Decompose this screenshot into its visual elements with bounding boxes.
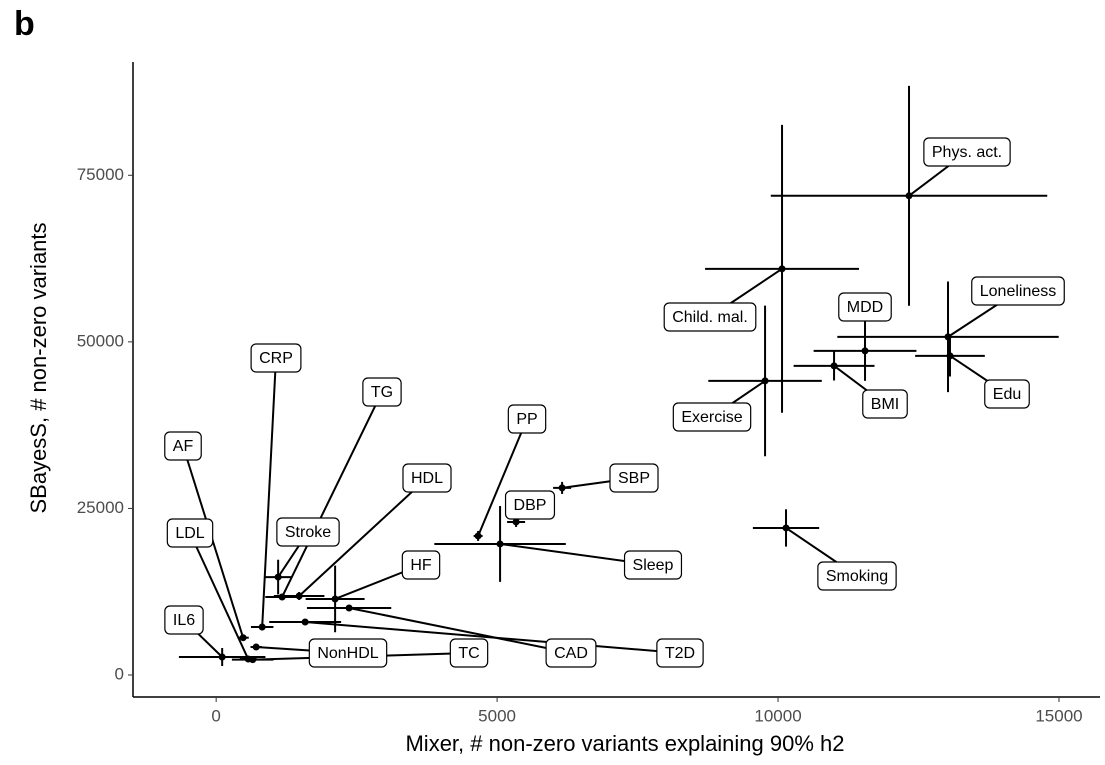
label-box <box>449 638 489 668</box>
point <box>301 618 309 626</box>
point <box>778 265 786 273</box>
x-tick-label: 0 <box>211 706 220 725</box>
label-box <box>362 377 402 407</box>
label-box <box>276 517 340 547</box>
point <box>512 518 520 526</box>
point-label: T2D <box>665 645 695 662</box>
y-tick-label: 75000 <box>77 165 124 184</box>
point-label: LDL <box>175 525 204 542</box>
point-label: Sleep <box>633 557 674 574</box>
point-label: CRP <box>259 350 293 367</box>
label-box <box>923 137 1011 167</box>
point <box>258 623 266 631</box>
label-box <box>504 490 556 520</box>
label-box <box>862 389 908 419</box>
point <box>830 362 838 370</box>
label-box <box>663 302 757 332</box>
x-tick-label: 10000 <box>754 706 801 725</box>
label-box <box>507 404 547 434</box>
label-box <box>984 379 1030 409</box>
leader-line <box>298 477 428 597</box>
label-box <box>164 605 204 635</box>
x-tick-label: 15000 <box>1035 706 1082 725</box>
leader-line <box>348 607 572 654</box>
label-box <box>545 638 597 668</box>
label-box <box>623 550 683 580</box>
points <box>218 192 954 664</box>
label-box <box>656 638 704 668</box>
point <box>558 484 566 492</box>
labels: Phys. act. Child. mal. Exercise MDD BMI Lonel… <box>164 137 1065 668</box>
label-box <box>402 463 452 493</box>
label-box <box>164 431 202 461</box>
leader-line <box>281 391 383 598</box>
point <box>295 592 303 600</box>
point-label: NonHDL <box>317 645 378 662</box>
point <box>496 540 504 548</box>
y-axis-title: SBayesS, # non-zero variants <box>26 222 51 513</box>
point <box>252 643 260 651</box>
point <box>274 573 282 581</box>
point <box>782 524 790 532</box>
point-label: Edu <box>993 386 1021 403</box>
point-label: HDL <box>411 470 443 487</box>
point-label: HF <box>410 557 432 574</box>
leaders <box>182 151 1019 661</box>
point-label: DBP <box>514 497 547 514</box>
x-tick-label: 5000 <box>478 706 516 725</box>
point <box>345 604 353 612</box>
point-label: Child. mal. <box>672 309 748 326</box>
point <box>249 656 257 664</box>
point <box>761 377 769 385</box>
point-label: IL6 <box>173 612 195 629</box>
point-label: TG <box>371 384 393 401</box>
x-axis-title: Mixer, # non-zero variants explaining 90… <box>405 731 844 756</box>
point <box>944 333 952 341</box>
point-label: Loneliness <box>980 283 1057 300</box>
point-label: AF <box>173 438 194 455</box>
point <box>946 352 954 360</box>
point-label: MDD <box>847 299 883 316</box>
label-box <box>838 292 892 322</box>
leader-line <box>189 532 250 660</box>
point <box>239 634 247 642</box>
point <box>218 653 226 661</box>
label-box <box>250 343 302 373</box>
point-label: TC <box>458 645 479 662</box>
y-tick-label: 50000 <box>77 331 124 350</box>
label-box <box>308 638 388 668</box>
panel-label: b <box>14 5 35 43</box>
point-label: PP <box>516 411 537 428</box>
point <box>905 192 913 200</box>
point-label: CAD <box>554 645 588 662</box>
point <box>331 595 339 603</box>
y-tick-label: 25000 <box>77 498 124 517</box>
point-label: BMI <box>871 396 899 413</box>
leader-line <box>477 418 528 537</box>
point-label: Phys. act. <box>932 144 1002 161</box>
label-box <box>672 402 752 432</box>
point <box>474 532 482 540</box>
point-label: SBP <box>618 470 650 487</box>
leader-line <box>261 357 277 628</box>
point-label: Exercise <box>681 409 742 426</box>
label-box <box>166 518 214 548</box>
label-box <box>971 276 1065 306</box>
label-box <box>609 463 659 493</box>
y-tick-label: 0 <box>115 664 124 683</box>
error-bars <box>178 85 1059 667</box>
leader-line <box>305 620 681 654</box>
point-label: Stroke <box>285 524 331 541</box>
point-label: Smoking <box>826 568 888 585</box>
label-box <box>817 561 897 591</box>
label-box <box>401 550 441 580</box>
point <box>278 593 286 601</box>
point <box>861 347 869 355</box>
